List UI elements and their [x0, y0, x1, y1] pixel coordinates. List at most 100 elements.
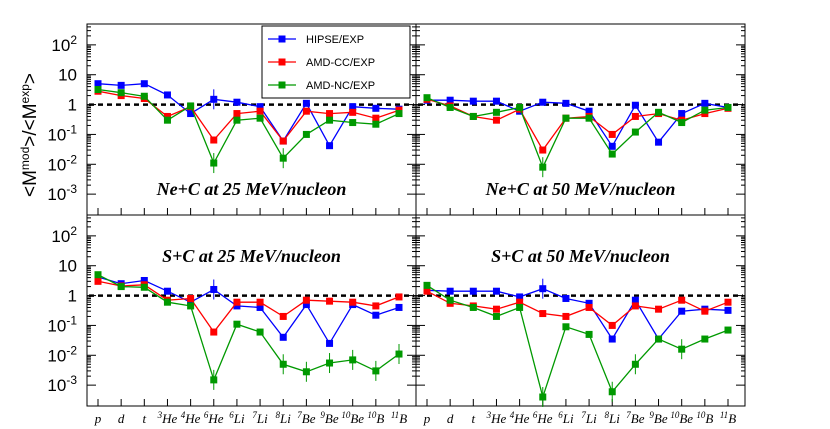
- data-point: [187, 298, 195, 306]
- data-point: [326, 359, 334, 367]
- data-point: [446, 296, 454, 304]
- data-point: [631, 128, 639, 136]
- data-point: [395, 293, 403, 301]
- data-point: [446, 287, 454, 295]
- data-point: [469, 97, 477, 105]
- x-tick-label: 6Li: [229, 410, 245, 426]
- data-point: [655, 138, 663, 146]
- data-point: [349, 119, 357, 127]
- data-point: [562, 323, 570, 331]
- data-point: [279, 137, 287, 145]
- legend-marker: [278, 35, 286, 43]
- legend-marker: [278, 81, 286, 89]
- series-line: [427, 99, 729, 148]
- data-point: [117, 283, 125, 291]
- y-tick-label: 102: [51, 33, 77, 55]
- data-point: [608, 130, 616, 138]
- data-point: [724, 103, 732, 111]
- data-point: [492, 312, 500, 320]
- legend-entry: AMD-CC/EXP: [268, 57, 375, 69]
- data-point: [539, 163, 547, 171]
- data-point: [516, 293, 524, 301]
- data-point: [469, 112, 477, 120]
- data-point: [539, 146, 547, 154]
- x-tick-label: 10B: [367, 410, 384, 426]
- data-point: [302, 107, 310, 115]
- panel-3: S+C at 25 MeV/nucleon: [86, 214, 417, 407]
- data-point: [372, 114, 380, 122]
- data-point: [233, 110, 241, 118]
- data-point: [631, 360, 639, 368]
- data-point: [395, 350, 403, 358]
- data-point: [492, 287, 500, 295]
- data-point: [608, 335, 616, 343]
- panel-title: Ne+C at 25 MeV/nucleon: [156, 179, 347, 199]
- data-point: [302, 368, 310, 376]
- data-point: [210, 328, 218, 336]
- series-line: [426, 290, 729, 327]
- data-point: [256, 103, 264, 111]
- data-point: [163, 287, 171, 295]
- y-tick-label: 10-2: [47, 152, 77, 174]
- panel-4: S+C at 50 MeV/nucleon: [415, 214, 746, 408]
- data-point: [210, 376, 218, 384]
- x-tick-label: 7Be: [297, 410, 315, 426]
- series-amd-nc-exp: [94, 85, 403, 174]
- data-point: [163, 116, 171, 124]
- data-point: [302, 99, 310, 107]
- series-line: [97, 83, 400, 148]
- series-amd-nc-exp: [423, 94, 732, 178]
- data-point: [117, 89, 125, 97]
- x-tick-label: 7Li: [252, 410, 268, 426]
- data-point: [655, 108, 663, 116]
- x-tick-label: p: [94, 411, 102, 426]
- data-point: [562, 99, 570, 107]
- panel-2: Ne+C at 50 MeV/nucleon: [415, 23, 746, 216]
- data-point: [372, 311, 380, 319]
- data-point: [724, 326, 732, 334]
- data-point: [140, 276, 148, 284]
- data-point: [256, 303, 264, 311]
- series-amd-nc-exp: [94, 271, 403, 390]
- data-point: [210, 95, 218, 103]
- x-tick-label: 4He: [510, 410, 530, 426]
- data-point: [279, 333, 287, 341]
- data-point: [326, 116, 334, 124]
- data-point: [233, 298, 241, 306]
- data-point: [94, 271, 102, 279]
- data-point: [516, 103, 524, 111]
- x-tick-label: 6He: [533, 410, 553, 426]
- data-point: [724, 298, 732, 306]
- legend-label: AMD-CC/EXP: [306, 57, 375, 69]
- data-point: [210, 136, 218, 144]
- x-tick-label: t: [471, 411, 475, 426]
- data-point: [395, 303, 403, 311]
- data-point: [372, 367, 380, 375]
- legend-marker: [278, 58, 286, 66]
- x-tick-label: 8Li: [276, 410, 292, 426]
- series-line: [97, 90, 400, 143]
- data-point: [326, 339, 334, 347]
- x-tick-label: 10B: [696, 410, 713, 426]
- data-point: [562, 312, 570, 320]
- data-point: [539, 393, 547, 401]
- data-point: [678, 119, 686, 127]
- data-point: [326, 110, 334, 118]
- panel-title: Ne+C at 50 MeV/nucleon: [485, 179, 676, 199]
- x-tick-label: 11B: [720, 410, 736, 426]
- legend-label: HIPSE/EXP: [306, 34, 364, 46]
- data-point: [678, 307, 686, 315]
- data-point: [608, 142, 616, 150]
- data-point: [187, 302, 195, 310]
- data-point: [631, 296, 639, 304]
- panel-1: Ne+C at 25 MeV/nucleon: [86, 23, 417, 216]
- data-point: [631, 101, 639, 109]
- series-hipse-exp: [423, 278, 732, 343]
- data-point: [701, 99, 709, 107]
- y-axis-label: <Mmod>/<Mexp>: [18, 73, 41, 197]
- data-point: [187, 294, 195, 302]
- data-point: [279, 312, 287, 320]
- data-point: [326, 142, 334, 150]
- data-point: [678, 110, 686, 118]
- x-tick-label: 11B: [391, 410, 407, 426]
